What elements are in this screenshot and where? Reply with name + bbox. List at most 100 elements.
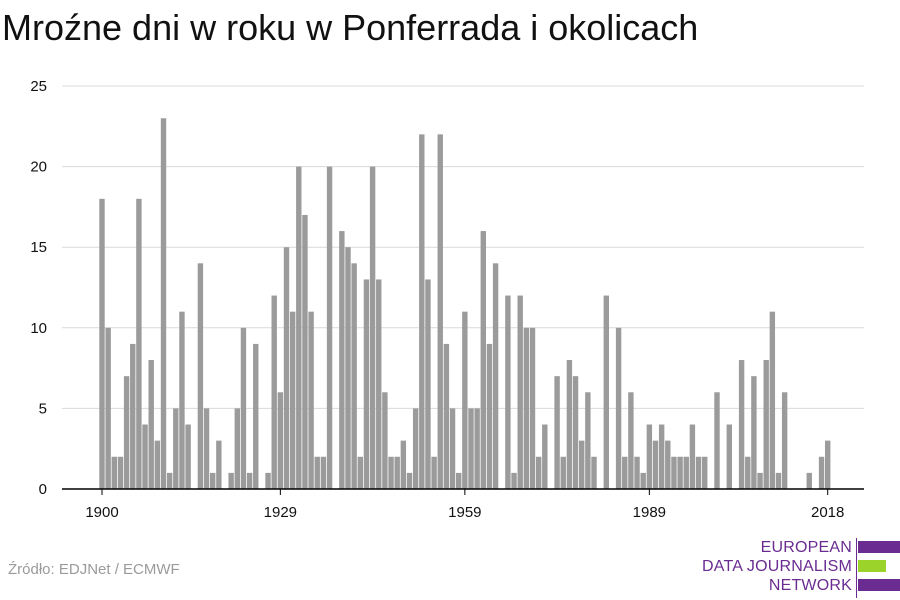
bar-1909[interactable] <box>154 440 161 489</box>
bar-1980[interactable] <box>591 456 597 489</box>
bar-2008[interactable] <box>763 360 769 489</box>
bar-1998[interactable] <box>702 456 708 489</box>
bar-1997[interactable] <box>695 456 702 489</box>
bar-1994[interactable] <box>677 456 683 489</box>
bar-1977[interactable] <box>572 376 579 489</box>
bar-1954[interactable] <box>431 456 437 489</box>
bar-1923[interactable] <box>240 327 247 489</box>
bar-1996[interactable] <box>689 424 696 489</box>
bar-1963[interactable] <box>486 343 493 489</box>
bar-1991[interactable] <box>658 424 665 489</box>
bar-1987[interactable] <box>634 456 640 489</box>
bar-1961[interactable] <box>474 408 480 489</box>
bar-1962[interactable] <box>480 231 486 489</box>
bar-1908[interactable] <box>148 360 154 489</box>
bar-1971[interactable] <box>535 456 542 489</box>
bar-1946[interactable] <box>382 392 388 489</box>
bar-1935[interactable] <box>314 456 320 489</box>
bar-1933[interactable] <box>302 214 308 489</box>
bar-1940[interactable] <box>345 247 351 489</box>
bar-2005[interactable] <box>745 456 751 489</box>
bar-1995[interactable] <box>683 456 689 489</box>
bar-1900[interactable] <box>99 198 105 489</box>
bar-2018[interactable] <box>825 440 831 489</box>
bar-1988[interactable] <box>640 472 646 489</box>
bar-1955[interactable] <box>437 134 443 490</box>
bar-1985[interactable] <box>622 456 628 489</box>
bar-1976[interactable] <box>566 360 573 489</box>
bar-1918[interactable] <box>210 472 216 489</box>
bar-1990[interactable] <box>652 440 659 489</box>
bar-1932[interactable] <box>296 166 302 489</box>
bar-1951[interactable] <box>412 408 419 489</box>
bar-1972[interactable] <box>542 424 548 489</box>
bar-1975[interactable] <box>560 456 566 489</box>
bar-2000[interactable] <box>714 392 720 489</box>
bar-1928[interactable] <box>271 295 277 489</box>
bar-1912[interactable] <box>173 408 179 489</box>
bar-1986[interactable] <box>628 392 634 489</box>
bar-1910[interactable] <box>160 118 167 490</box>
bar-1984[interactable] <box>615 327 622 489</box>
bar-1960[interactable] <box>468 408 474 489</box>
bar-1942[interactable] <box>357 456 363 489</box>
bar-1993[interactable] <box>671 456 677 489</box>
bar-2002[interactable] <box>726 424 732 489</box>
bar-1964[interactable] <box>492 263 499 489</box>
bar-1959[interactable] <box>462 311 468 489</box>
bar-1958[interactable] <box>456 472 462 489</box>
bar-1939[interactable] <box>339 231 345 489</box>
bar-1925[interactable] <box>253 343 259 489</box>
bar-1968[interactable] <box>517 295 523 489</box>
bar-1947[interactable] <box>388 456 394 489</box>
bar-1992[interactable] <box>665 440 671 489</box>
bar-1982[interactable] <box>603 295 609 489</box>
bar-1924[interactable] <box>246 472 253 489</box>
bar-1911[interactable] <box>166 472 173 489</box>
bar-1913[interactable] <box>179 311 185 489</box>
bar-1966[interactable] <box>505 295 511 489</box>
bar-1904[interactable] <box>123 376 130 489</box>
bar-1944[interactable] <box>369 166 376 489</box>
bar-1937[interactable] <box>326 166 333 489</box>
bar-1907[interactable] <box>142 424 148 489</box>
bar-1905[interactable] <box>130 343 136 489</box>
bar-1941[interactable] <box>351 263 357 489</box>
bar-1956[interactable] <box>443 343 450 489</box>
bar-1934[interactable] <box>308 311 314 489</box>
bar-1957[interactable] <box>449 408 456 489</box>
bar-1922[interactable] <box>234 408 240 489</box>
bar-1919[interactable] <box>216 440 222 489</box>
bar-1936[interactable] <box>320 456 327 489</box>
bar-1967[interactable] <box>511 472 517 489</box>
bar-1943[interactable] <box>363 279 370 489</box>
bar-2010[interactable] <box>775 472 782 489</box>
bar-1927[interactable] <box>265 472 271 489</box>
bar-2009[interactable] <box>769 311 776 489</box>
bar-1902[interactable] <box>111 456 117 489</box>
bar-1930[interactable] <box>283 247 290 489</box>
bar-2015[interactable] <box>806 472 812 489</box>
bar-1931[interactable] <box>289 311 296 489</box>
bar-1989[interactable] <box>646 424 653 489</box>
bar-1969[interactable] <box>523 327 530 489</box>
bar-2017[interactable] <box>818 456 825 489</box>
bar-1979[interactable] <box>585 392 591 489</box>
bar-2004[interactable] <box>738 360 745 489</box>
bar-2007[interactable] <box>757 472 763 489</box>
bar-1921[interactable] <box>228 472 234 489</box>
bar-1906[interactable] <box>136 198 142 489</box>
bar-1970[interactable] <box>529 327 536 489</box>
edjnet-logo[interactable]: EUROPEAN DATA JOURNALISM NETWORK <box>700 538 900 598</box>
bar-1916[interactable] <box>197 263 204 489</box>
bar-1903[interactable] <box>117 456 124 489</box>
bar-1929[interactable] <box>277 392 284 489</box>
bar-1952[interactable] <box>419 134 425 490</box>
bar-1948[interactable] <box>394 456 400 489</box>
bar-1953[interactable] <box>425 279 431 489</box>
bar-1950[interactable] <box>406 472 413 489</box>
bar-1945[interactable] <box>376 279 382 489</box>
bar-1917[interactable] <box>203 408 210 489</box>
bar-1949[interactable] <box>400 440 407 489</box>
bar-1901[interactable] <box>105 327 111 489</box>
